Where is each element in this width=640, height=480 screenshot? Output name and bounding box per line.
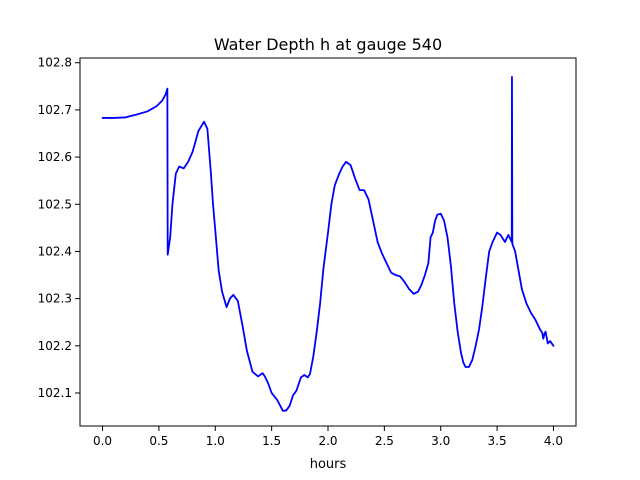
x-tick-label: 1.0 [206,434,225,448]
chart-title: Water Depth h at gauge 540 [214,35,442,54]
x-tick-label: 2.5 [375,434,394,448]
x-tick-label: 2.0 [318,434,337,448]
y-tick-label: 102.5 [38,197,72,211]
series-line [101,75,555,412]
y-tick-label: 102.1 [38,386,72,400]
y-tick-label: 102.6 [38,150,72,164]
y-tick-label: 102.4 [38,244,72,258]
x-tick-label: 3.5 [488,434,507,448]
x-tick-label: 0.5 [149,434,168,448]
y-axis: 102.1 102.2 102.3 102.4 102.5 102.6 102.7 102.8 [38,56,80,400]
x-tick-label: 4.0 [544,434,563,448]
y-tick-label: 102.2 [38,339,72,353]
y-tick-label: 102.8 [38,56,72,70]
y-tick-label: 102.7 [38,103,72,117]
x-tick-label: 3.0 [431,434,450,448]
x-axis: 0.0 0.5 1.0 1.5 2.0 2.5 3.0 3.5 4.0 [93,426,563,448]
x-tick-label: 0.0 [93,434,112,448]
x-axis-label: hours [310,457,347,472]
y-tick-label: 102.3 [38,292,72,306]
x-tick-label: 1.5 [262,434,281,448]
series-group [101,75,555,412]
